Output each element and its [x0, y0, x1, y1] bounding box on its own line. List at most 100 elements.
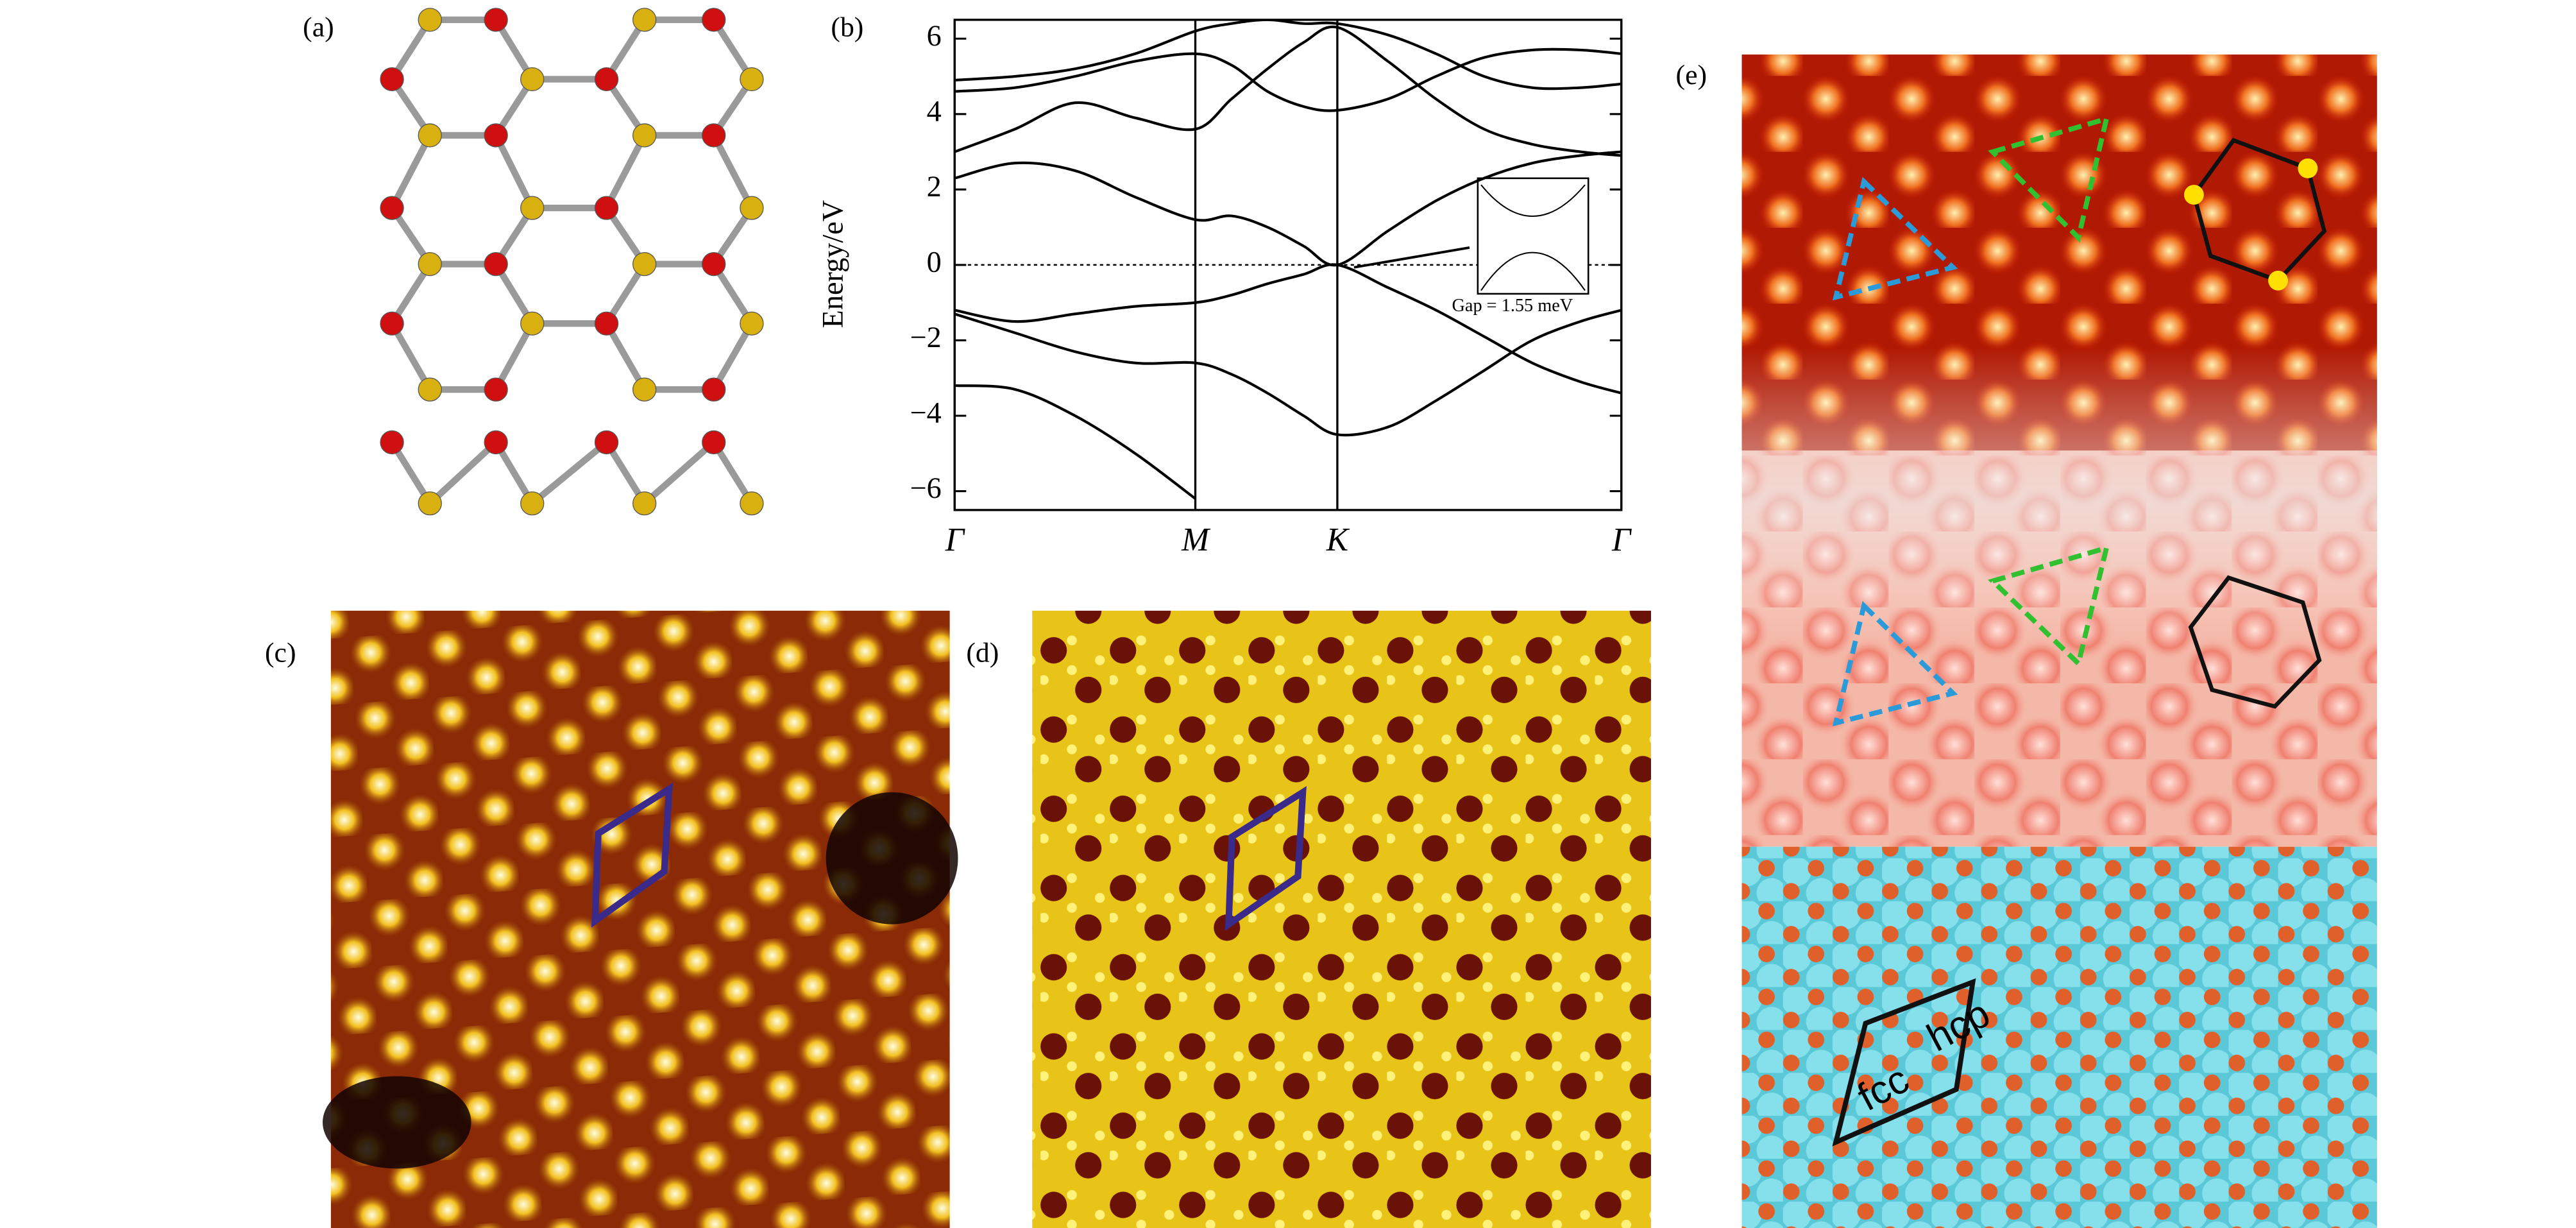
band	[954, 263, 1622, 395]
x-tick-label: Γ	[1611, 522, 1632, 558]
bond	[493, 321, 536, 391]
band	[954, 19, 1622, 90]
atom	[632, 377, 657, 402]
atom	[702, 252, 726, 277]
bond	[642, 439, 716, 506]
hexagon	[2191, 137, 2327, 284]
atom	[380, 430, 404, 455]
atom	[484, 252, 508, 277]
panel-label: (d)	[966, 637, 999, 668]
band	[954, 309, 1622, 437]
atom	[632, 123, 657, 148]
panel-label: (b)	[831, 12, 863, 42]
atom	[632, 8, 657, 32]
bond	[389, 440, 433, 506]
y-tick-label: 2	[927, 171, 942, 203]
atom	[594, 311, 619, 336]
y-tick-label: 4	[927, 95, 942, 128]
bond	[530, 439, 609, 506]
inset-text: Gap = 1.55 meV	[1452, 296, 1573, 316]
x-tick-label: Γ	[945, 522, 965, 558]
blend	[1741, 54, 2377, 1228]
atom	[380, 311, 404, 336]
atom	[740, 196, 764, 220]
atom	[520, 311, 545, 336]
bond	[493, 133, 536, 210]
atom	[740, 311, 764, 336]
atom	[740, 491, 764, 516]
panel-label: (c)	[265, 637, 296, 668]
bond	[711, 440, 755, 506]
bands	[954, 19, 1622, 500]
band	[954, 150, 1622, 267]
unit-cell	[1224, 786, 1307, 931]
atom	[702, 123, 726, 148]
x-tick-label: K	[1326, 522, 1350, 558]
band	[954, 384, 1196, 500]
bond	[389, 133, 433, 210]
y-tick-label: −4	[910, 397, 941, 430]
triangle	[1832, 601, 1958, 727]
atom	[594, 196, 619, 220]
x-tick-label: M	[1181, 522, 1211, 558]
atom	[702, 377, 726, 402]
hexagon	[2188, 575, 2322, 709]
y-tick-label: 6	[927, 20, 942, 53]
bond	[711, 133, 755, 210]
bond	[389, 321, 433, 391]
triangle	[1988, 115, 2110, 243]
unit-cell	[1832, 978, 1976, 1147]
y-tick-label: −2	[910, 321, 941, 354]
atom	[632, 491, 657, 516]
y-axis-label: Energy/eV	[817, 200, 850, 328]
atom	[418, 491, 442, 516]
atom	[380, 196, 404, 220]
atom	[520, 196, 545, 220]
triangle	[1832, 176, 1958, 301]
bond	[603, 133, 648, 210]
atom	[418, 123, 442, 148]
panel-label: (e)	[1676, 60, 1707, 90]
atom	[632, 252, 657, 277]
atom	[2268, 270, 2288, 291]
inset-band	[1480, 184, 1586, 217]
atom	[740, 67, 764, 92]
stm-dark-region	[826, 792, 958, 925]
atom	[484, 123, 508, 148]
atom	[484, 430, 508, 455]
arrow	[1353, 246, 1470, 269]
unit-cell	[591, 783, 674, 928]
inset	[1477, 177, 1589, 295]
bond	[427, 439, 498, 506]
y-tick-label: −6	[910, 472, 941, 505]
atom	[418, 252, 442, 277]
atom	[2298, 158, 2318, 178]
bond	[604, 321, 648, 391]
atom	[418, 377, 442, 402]
band	[954, 47, 1622, 112]
model-panel: hcp fcc	[1741, 54, 2377, 1228]
simulated-image	[1032, 610, 1651, 1228]
atom	[484, 8, 508, 32]
atom	[520, 491, 545, 516]
atom	[594, 67, 619, 92]
atom	[702, 8, 726, 32]
bond	[604, 440, 648, 506]
atom	[380, 67, 404, 92]
atom	[484, 377, 508, 402]
inset-band	[1480, 252, 1586, 291]
y-tick-label: 0	[927, 246, 942, 279]
panel-label: (a)	[303, 12, 334, 42]
atom	[418, 8, 442, 32]
band	[954, 25, 1622, 157]
bond	[711, 321, 755, 391]
atom	[594, 430, 619, 455]
stm-dark-region	[323, 1076, 471, 1169]
atom	[520, 67, 545, 92]
lattice-panel	[380, 8, 764, 516]
atom	[2183, 185, 2204, 205]
atom	[702, 430, 726, 455]
